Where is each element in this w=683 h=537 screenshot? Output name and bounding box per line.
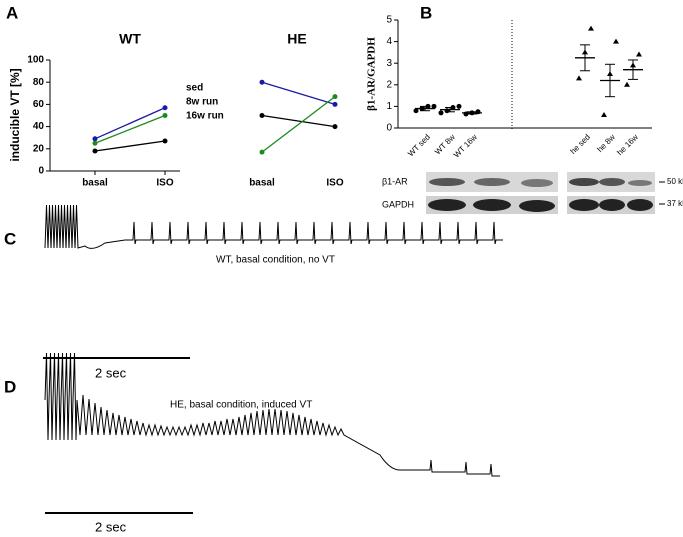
panel-label: D (4, 377, 16, 396)
data-point (576, 75, 582, 81)
data-point (259, 113, 265, 118)
y-axis-label: inducible VT [%] (8, 68, 22, 161)
y-tick-label: 0 (386, 123, 392, 134)
x-tick-label: ISO (326, 178, 343, 189)
data-point (332, 124, 338, 130)
x-tick-label: WT sed (406, 133, 432, 159)
y-axis-label: β1-AR/GAPDH (366, 37, 378, 111)
series-line (94, 140, 166, 152)
data-point (332, 94, 338, 100)
x-tick-label: ISO (156, 178, 173, 189)
data-point (162, 113, 168, 118)
y-tick-label: 0 (38, 166, 44, 177)
data-point (438, 110, 444, 116)
group-title: HE (287, 31, 306, 47)
data-point (624, 81, 630, 87)
blot-marker: 50 kDa (667, 177, 683, 186)
y-tick-label: 100 (27, 55, 44, 66)
series-line (94, 107, 166, 140)
legend-label: 8w run (186, 97, 218, 108)
legend-label: sed (186, 83, 203, 94)
group-title: WT (119, 31, 141, 47)
annotation: HE, basal condition, induced VT (170, 400, 312, 411)
panel-label: C (4, 229, 16, 248)
series-line (261, 81, 336, 106)
series-line (94, 114, 166, 144)
blot-marker: 37 kDa (667, 199, 683, 208)
x-tick-label: he 16w (615, 132, 640, 157)
x-tick-label: basal (249, 178, 275, 189)
data-point (613, 38, 619, 44)
blot-row-label: GAPDH (382, 199, 414, 209)
data-point (588, 25, 594, 31)
annotation: WT, basal condition, no VT (216, 255, 335, 266)
data-point (162, 105, 168, 111)
y-tick-label: 80 (33, 77, 45, 88)
scale-label: 2 sec (95, 365, 127, 380)
legend-label: 16w run (186, 111, 224, 122)
x-tick-label: WT 16w (452, 132, 479, 159)
data-point (636, 51, 642, 57)
ecg-trace (44, 204, 503, 249)
data-point (601, 112, 607, 118)
western-blot (426, 172, 665, 214)
y-tick-label: 20 (33, 143, 45, 154)
series-line (261, 114, 336, 128)
data-point (413, 108, 419, 114)
data-point (259, 79, 265, 85)
data-point (444, 108, 450, 114)
x-tick-label: he sed (569, 133, 592, 156)
y-tick-label: 4 (386, 36, 392, 47)
panel-label: A (6, 3, 18, 22)
x-tick-label: basal (82, 178, 108, 189)
data-point (259, 149, 265, 155)
y-tick-label: 2 (386, 79, 392, 90)
y-tick-label: 1 (386, 101, 392, 112)
blot-row-label: β1-AR (382, 176, 408, 186)
y-tick-label: 60 (33, 99, 45, 110)
series-line (261, 96, 336, 153)
ecg-trace (44, 352, 500, 477)
y-tick-label: 40 (33, 121, 45, 132)
panel-label: B (420, 3, 432, 22)
data-point (162, 138, 168, 144)
scale-label: 2 sec (95, 519, 127, 534)
data-point (92, 136, 98, 142)
data-point (431, 103, 437, 109)
y-tick-label: 5 (386, 15, 392, 26)
data-point (332, 101, 338, 107)
data-point (92, 140, 98, 146)
data-point (456, 103, 462, 109)
x-tick-label: he 8w (595, 132, 617, 154)
data-point (92, 148, 98, 154)
y-tick-label: 3 (386, 58, 392, 69)
